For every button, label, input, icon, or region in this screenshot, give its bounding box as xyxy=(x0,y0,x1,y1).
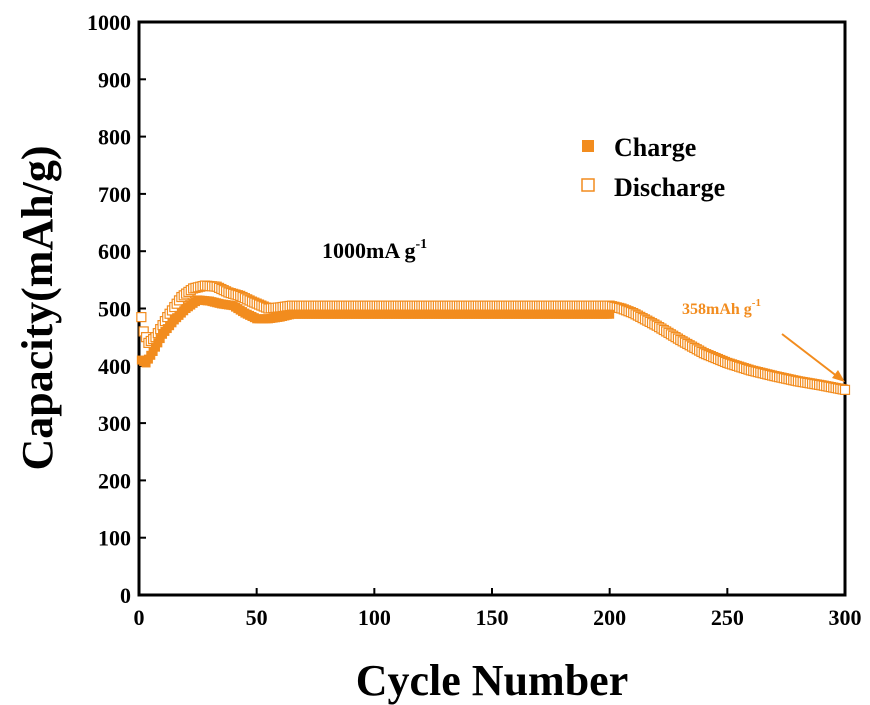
legend-charge-label: Charge xyxy=(614,133,696,162)
final-capacity-label: 358mAh g-1 xyxy=(682,297,761,318)
y-tick-label: 900 xyxy=(98,67,131,92)
x-tick-label: 300 xyxy=(829,605,862,630)
y-tick-label: 700 xyxy=(98,182,131,207)
y-tick-label: 1000 xyxy=(87,10,131,35)
discharge-point xyxy=(136,311,147,323)
discharge-point xyxy=(839,384,851,395)
legend: Charge Discharge xyxy=(581,133,725,202)
legend-discharge-label: Discharge xyxy=(614,173,725,202)
x-tick-label: 200 xyxy=(593,605,626,630)
y-tick-label: 600 xyxy=(98,239,131,264)
x-tick-label: 0 xyxy=(134,605,145,630)
y-tick-label: 200 xyxy=(98,468,131,493)
x-axis: 0 50 100 150 200 250 300 xyxy=(134,588,862,630)
y-axis-title: Capacity(mAh/g) xyxy=(13,145,62,470)
y-axis: 0 100 200 300 400 500 600 700 800 900 1000 xyxy=(87,10,146,608)
x-tick-label: 150 xyxy=(476,605,509,630)
y-tick-label: 300 xyxy=(98,411,131,436)
y-tick-label: 400 xyxy=(98,354,131,379)
series-discharge xyxy=(136,280,851,395)
x-axis-title: Cycle Number xyxy=(356,656,629,705)
charge-point xyxy=(605,309,615,319)
final-capacity-arrow xyxy=(781,333,845,382)
x-tick-label: 250 xyxy=(711,605,744,630)
y-tick-label: 100 xyxy=(98,526,131,551)
y-tick-label: 0 xyxy=(120,583,131,608)
y-tick-label: 500 xyxy=(98,297,131,322)
x-tick-label: 100 xyxy=(358,605,391,630)
legend-charge-marker xyxy=(582,140,594,152)
series-layer xyxy=(136,280,851,395)
current-density-label: 1000mA g-1 xyxy=(322,237,427,263)
series-charge xyxy=(136,295,615,368)
y-tick-label: 800 xyxy=(98,125,131,150)
legend-discharge-marker xyxy=(581,178,595,192)
x-tick-label: 50 xyxy=(246,605,268,630)
